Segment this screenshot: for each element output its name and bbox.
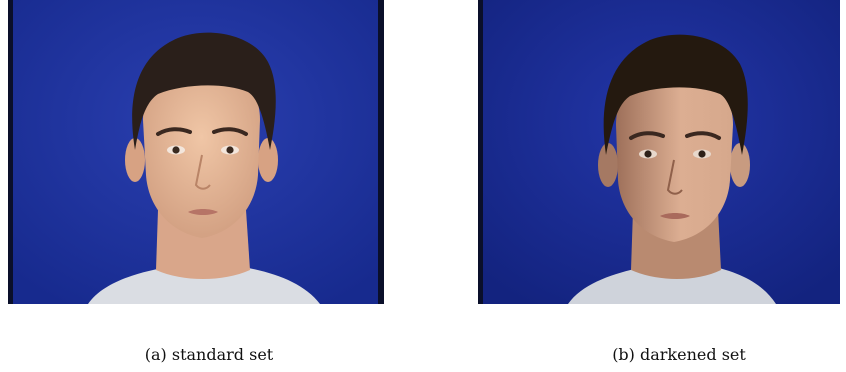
- face-photo-standard-drawing: [8, 0, 384, 304]
- figure-panel-standard: [8, 0, 384, 304]
- face-photo-darkened-drawing: [478, 0, 840, 304]
- face-photo-darkened: [478, 0, 840, 304]
- figure-panel-darkened: [478, 0, 840, 304]
- caption-standard-set: (a) standard set: [144, 345, 274, 364]
- face-photo-standard: [8, 0, 384, 304]
- caption-darkened-set: (b) darkened set: [612, 345, 746, 364]
